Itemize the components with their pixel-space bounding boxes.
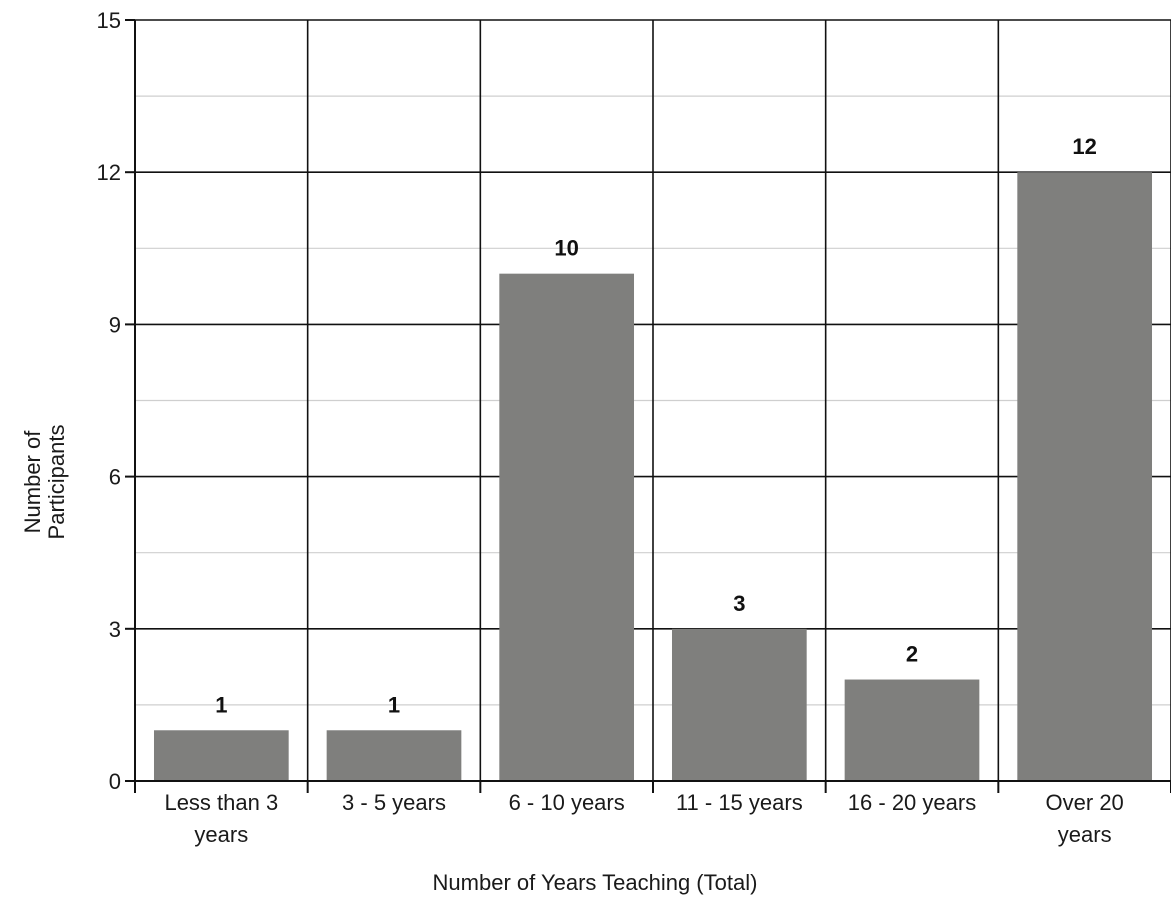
x-category-label: 16 - 20 years [848,790,976,815]
data-labels: 1 1 10 3 2 12 [215,134,1097,717]
bar [153,730,289,781]
bar [844,679,980,781]
x-axis-title: Number of Years Teaching (Total) [433,870,758,895]
x-category-labels: Less than 3 years 3 - 5 years 6 - 10 years 1… [164,790,1123,847]
y-axis-title-line: Number of [20,430,45,534]
data-label: 1 [215,692,227,717]
bar [1017,172,1153,781]
bar [499,273,635,781]
x-category-label: years [194,822,248,847]
data-label: 2 [906,642,918,667]
axes [125,19,1171,793]
x-category-label: 6 - 10 years [509,790,625,815]
data-label: 1 [388,692,400,717]
data-label: 10 [554,236,578,261]
data-label: 3 [733,591,745,616]
y-axis-title-line: Participants [44,425,69,540]
x-category-label: 11 - 15 years [676,790,803,815]
y-tick-label: 9 [109,312,121,337]
y-tick-label: 3 [109,617,121,642]
bar [326,730,462,781]
category-dividers [306,20,1171,781]
y-tick-labels: 0 3 6 9 12 15 [97,8,121,794]
bars [153,172,1153,781]
y-tick-label: 0 [109,769,121,794]
x-category-label: 3 - 5 years [342,790,446,815]
x-category-label: years [1058,822,1112,847]
y-axis-title: Number ofParticipants [20,425,69,540]
data-label: 12 [1072,134,1096,159]
y-tick-label: 6 [109,465,121,490]
y-tick-label: 12 [97,160,121,185]
x-category-label: Over 20 [1046,790,1124,815]
x-category-label: Less than 3 [164,790,278,815]
y-tick-label: 15 [97,8,121,33]
bar [671,628,807,781]
